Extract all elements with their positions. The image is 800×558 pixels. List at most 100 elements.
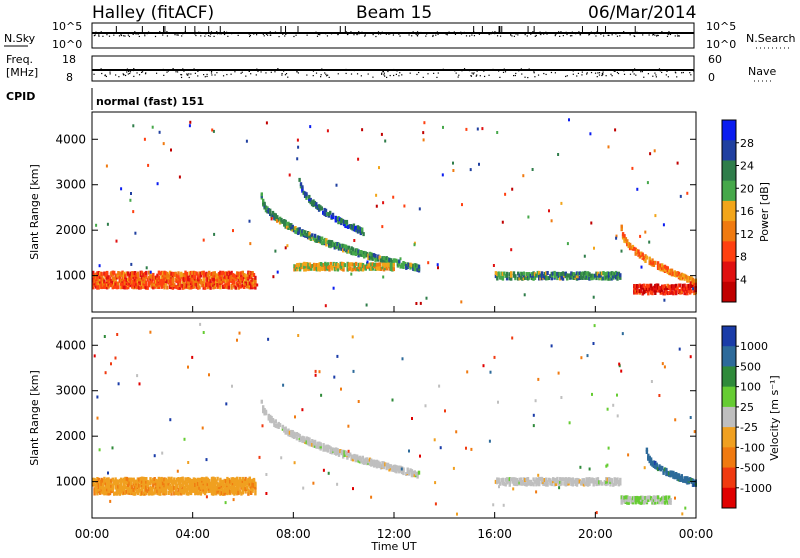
data-cell	[233, 481, 236, 486]
nave-point	[206, 73, 208, 76]
data-cell	[301, 229, 304, 234]
data-cell	[331, 212, 335, 217]
noise-search-point	[182, 33, 184, 35]
data-cell	[392, 262, 395, 267]
data-cell	[174, 284, 177, 289]
data-cell	[189, 273, 193, 278]
data-cell	[563, 272, 566, 277]
data-cell	[346, 455, 349, 460]
noise-search-point	[356, 33, 358, 36]
nave-point	[470, 75, 473, 77]
data-cell	[489, 370, 492, 374]
data-cell	[188, 285, 191, 290]
data-cell	[603, 272, 607, 276]
nave-point	[581, 71, 583, 73]
data-cell	[331, 215, 335, 220]
data-cell	[243, 275, 246, 280]
data-cell	[357, 249, 360, 254]
data-cell	[294, 226, 297, 230]
data-cell	[653, 149, 656, 153]
data-cell	[368, 457, 372, 462]
data-cell	[145, 487, 148, 492]
nave-point	[599, 69, 601, 71]
data-cell	[260, 399, 263, 404]
noise-search-point	[120, 34, 123, 37]
data-cell	[357, 400, 360, 403]
data-cell	[353, 453, 356, 458]
data-cell	[675, 283, 678, 288]
data-cell	[649, 289, 653, 294]
data-cell	[290, 225, 293, 230]
data-cell	[377, 262, 380, 267]
nave-point	[353, 69, 356, 72]
data-cell	[680, 272, 683, 277]
data-cell	[342, 219, 346, 224]
data-cell	[96, 277, 99, 282]
data-cell	[96, 285, 99, 290]
data-cell	[142, 480, 145, 485]
data-cell	[136, 477, 140, 482]
data-cell	[346, 267, 349, 272]
data-cell	[248, 479, 251, 484]
noise-search-point	[398, 33, 400, 35]
noise-search-point	[118, 35, 121, 37]
data-cell	[175, 279, 179, 284]
data-cell	[319, 262, 323, 266]
data-cell	[361, 455, 364, 460]
nave-point	[172, 68, 174, 70]
data-cell	[167, 479, 170, 484]
data-cell	[378, 266, 381, 271]
data-cell	[531, 276, 534, 281]
data-cell	[266, 209, 269, 214]
data-cell	[222, 489, 225, 494]
data-cell	[476, 127, 479, 131]
noise-search-point	[113, 34, 115, 36]
data-cell	[585, 275, 588, 280]
data-cell	[518, 480, 521, 485]
data-cell	[676, 271, 679, 275]
data-cell	[274, 249, 277, 253]
data-cell	[332, 286, 335, 290]
data-cell	[607, 274, 611, 279]
data-cell	[535, 479, 538, 484]
data-cell	[465, 127, 468, 131]
data-cell	[322, 447, 325, 452]
data-cell	[99, 279, 102, 284]
data-cell	[236, 271, 239, 276]
data-cell	[240, 275, 243, 280]
data-cell	[201, 480, 204, 485]
data-cell	[222, 277, 225, 282]
data-cell	[174, 277, 177, 282]
nave-point	[122, 69, 124, 71]
noise-search-point	[154, 35, 157, 38]
data-cell	[378, 464, 381, 469]
data-cell	[690, 276, 693, 281]
data-cell	[171, 271, 175, 276]
data-cell	[400, 470, 404, 475]
data-cell	[192, 279, 196, 284]
data-cell	[672, 271, 675, 276]
data-cell	[270, 415, 273, 420]
data-cell	[177, 271, 180, 276]
data-cell	[290, 223, 293, 228]
data-cell	[122, 490, 126, 495]
data-cell	[244, 273, 247, 278]
data-cell	[682, 283, 685, 288]
data-cell	[575, 271, 579, 276]
data-cell	[351, 454, 355, 459]
data-cell	[294, 432, 297, 437]
data-cell	[670, 284, 674, 289]
data-cell	[145, 479, 148, 484]
data-cell	[262, 405, 265, 410]
data-cell	[333, 242, 336, 247]
data-cell	[222, 484, 225, 489]
nave-point	[328, 76, 330, 78]
data-cell	[192, 270, 196, 275]
data-cell	[299, 182, 303, 187]
data-cell	[98, 264, 101, 268]
data-cell	[333, 262, 337, 267]
data-cell	[631, 498, 635, 503]
data-cell	[577, 480, 580, 485]
data-cell	[357, 265, 360, 270]
data-cell	[557, 480, 560, 485]
